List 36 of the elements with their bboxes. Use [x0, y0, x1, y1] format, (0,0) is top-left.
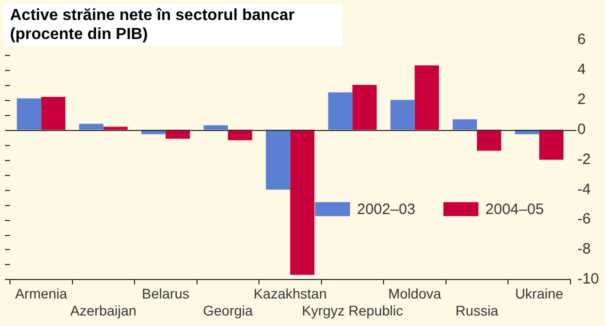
bar [79, 124, 104, 130]
bar [166, 130, 190, 139]
x-tick-label: Belarus [142, 286, 190, 302]
x-tick-label: Kyrgyz Republic [302, 302, 403, 318]
y-tick-label: -2 [577, 150, 591, 168]
bar [290, 130, 314, 275]
x-tick-label: Georgia [202, 302, 254, 318]
bar [41, 96, 66, 130]
y-tick-label: 6 [577, 31, 586, 48]
x-tick-label: Armenia [15, 286, 68, 302]
bar [352, 84, 377, 130]
bar [476, 130, 502, 151]
y-tick-label: 4 [577, 61, 586, 78]
bar [266, 130, 290, 190]
x-tick-label: Russia [456, 302, 499, 318]
y-tick-label: 0 [577, 120, 586, 138]
bar [204, 125, 228, 130]
bar [452, 119, 477, 130]
bar [103, 126, 128, 130]
y-tick-label: 2 [577, 90, 586, 108]
bar [414, 65, 439, 130]
bar [390, 100, 415, 130]
legend-label: 2002–03 [357, 201, 416, 218]
bar [328, 92, 352, 130]
x-tick-label: Ukraine [515, 286, 564, 302]
y-tick-label: -4 [577, 180, 591, 198]
y-tick-label: -10 [577, 270, 600, 288]
y-tick-label: -8 [577, 240, 591, 258]
x-tick-label: Moldova [388, 286, 442, 302]
x-tick-label: Kazakhstan [254, 286, 327, 302]
bar [539, 130, 564, 160]
legend-label: 2004–05 [485, 201, 544, 218]
bar [16, 98, 42, 130]
chart-title: Active străine nete în sectorul bancar (procente din PIB) [10, 6, 295, 44]
y-tick-label: -6 [577, 210, 591, 228]
x-tick-label: Azerbaijan [70, 302, 136, 318]
